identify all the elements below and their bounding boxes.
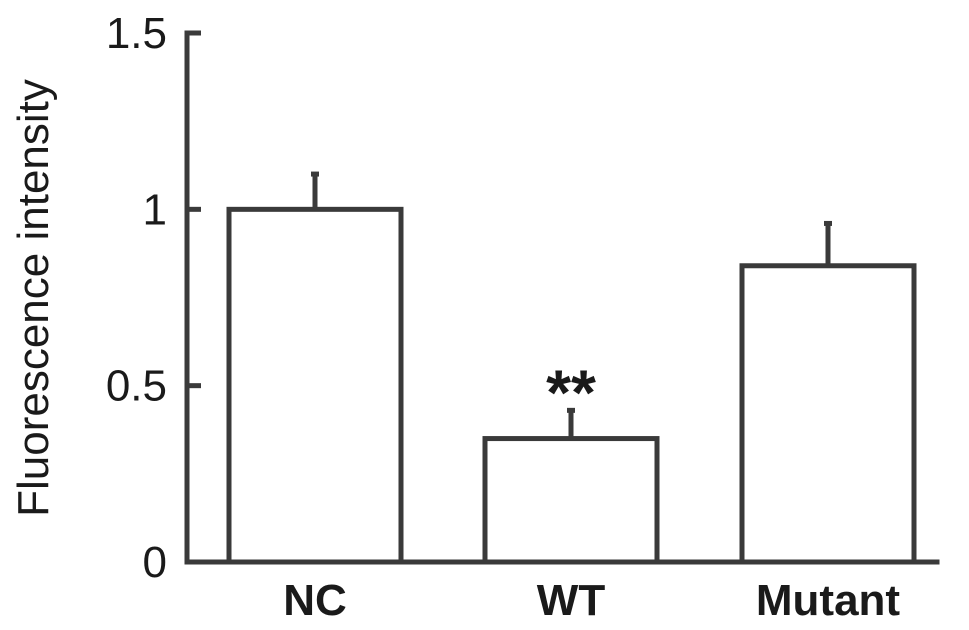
y-tick-label: 0 <box>143 538 167 587</box>
x-axis-labels: NC WT Mutant <box>283 576 900 625</box>
y-axis-ticks: 0 0.5 1 1.5 <box>106 9 201 587</box>
x-tick-label: Mutant <box>756 576 901 625</box>
y-tick-label: 0.5 <box>106 362 167 411</box>
y-tick-label: 1.5 <box>106 9 167 58</box>
y-axis-title: Fluorescence intensity <box>9 79 58 517</box>
x-tick-label: WT <box>537 576 606 625</box>
x-tick-label: NC <box>283 576 347 625</box>
bar <box>482 436 660 565</box>
bar <box>226 206 404 565</box>
y-tick-label: 1 <box>143 185 167 234</box>
significance-marker: ** <box>546 356 596 428</box>
bar <box>739 263 917 565</box>
bars: ** <box>226 171 917 565</box>
